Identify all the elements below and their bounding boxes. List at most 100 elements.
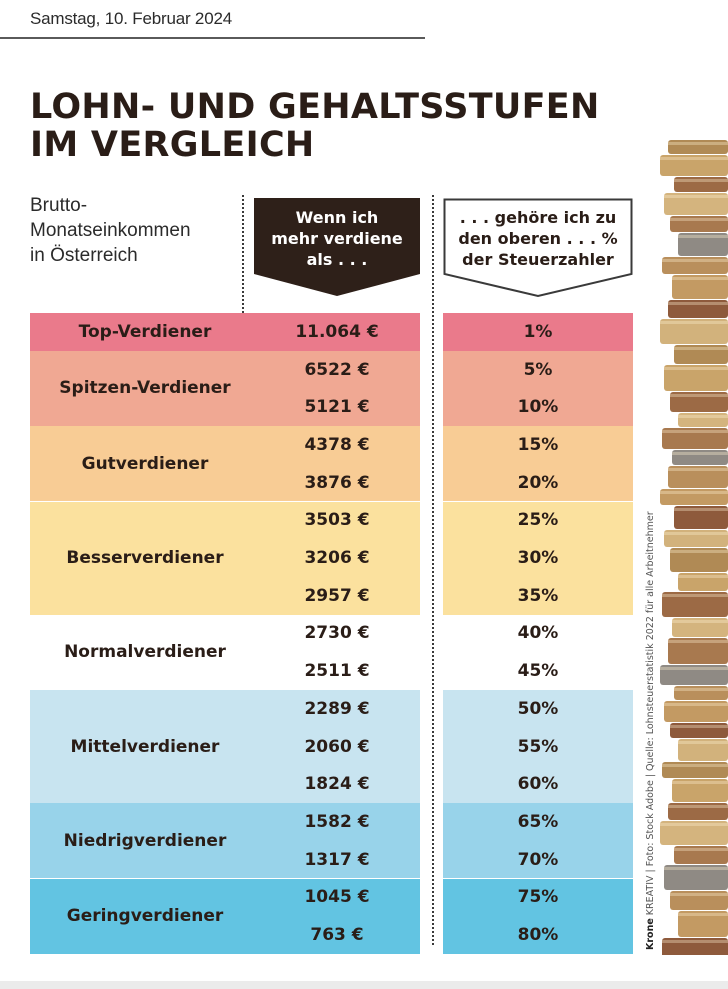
coin: [678, 573, 728, 591]
band-cat-top: [30, 313, 260, 351]
category-label: Mittelverdiener: [70, 736, 220, 757]
page-title: LOHN- UND GEHALTSSTUFEN IM VERGLEICH: [30, 88, 600, 164]
category-label: Normalverdiener: [64, 642, 226, 663]
band-pct-mittel: [443, 690, 633, 804]
coin: [664, 193, 728, 215]
percent-value: 25%: [517, 510, 559, 531]
income-value: 11.064 €: [295, 321, 379, 342]
income-value: 763 €: [310, 925, 364, 946]
coin-highlight: [678, 575, 728, 578]
coin-highlight: [674, 179, 728, 182]
coin-highlight: [670, 218, 728, 221]
percent-column: 1% 5% 10% 15% 20% 25% 30% 35% 40% 45% 50% 55% 60% 65%…: [443, 313, 633, 954]
band-pct-gering: [443, 878, 633, 954]
percent-value: 80%: [517, 925, 559, 946]
band-inc-spitzen: [254, 350, 420, 427]
coin: [664, 701, 728, 722]
coin-highlight: [670, 550, 728, 553]
coin-highlight: [664, 703, 728, 706]
income-header-text: Wenn ich mehr verdiene als . . .: [271, 208, 403, 269]
percent-value: 50%: [517, 698, 559, 719]
band-inc-besser: [254, 501, 420, 615]
coin: [678, 911, 728, 937]
coin-highlight: [670, 394, 728, 397]
category-label: Spitzen-Verdiener: [59, 378, 231, 399]
coin-highlight: [660, 321, 728, 324]
income-value: 6522 €: [304, 359, 370, 380]
coin: [672, 779, 728, 802]
percent-value: 70%: [517, 849, 559, 870]
percent-value: 10%: [517, 397, 559, 418]
income-value: 3876 €: [304, 472, 370, 493]
coin: [668, 466, 728, 488]
percent-value: 45%: [517, 661, 559, 682]
title-line-1: LOHN- UND GEHALTSSTUFEN: [30, 87, 600, 127]
coin: [674, 177, 728, 192]
band-pct-gut: [443, 426, 633, 502]
coin: [674, 846, 728, 864]
category-label: Besserverdiener: [66, 548, 224, 569]
coin-highlight: [672, 277, 728, 280]
income-header-arrow-shape: [254, 198, 420, 296]
coin: [668, 803, 728, 820]
coin: [664, 865, 728, 890]
coin: [674, 506, 728, 529]
coin-highlight: [662, 259, 728, 262]
coin: [674, 686, 728, 700]
income-value: 2957 €: [304, 585, 370, 606]
band-inc-gut: [254, 426, 420, 502]
dateline: Samstag, 10. Februar 2024: [30, 9, 232, 28]
coin: [668, 140, 728, 154]
coin-highlight: [668, 468, 728, 471]
percent-value: 1%: [523, 321, 553, 342]
coin: [660, 821, 728, 845]
income-value: 5121 €: [304, 397, 370, 418]
coin: [670, 392, 728, 412]
dotted-divider-2: [432, 195, 434, 945]
band-inc-top: [254, 313, 420, 351]
coin: [668, 638, 728, 664]
coin-highlight: [670, 893, 728, 896]
coin-highlight: [678, 415, 728, 418]
band-inc-mittel: [254, 690, 420, 804]
band-cat-normal: [30, 614, 260, 690]
percent-value: 30%: [517, 548, 559, 569]
category-label: Niedrigverdiener: [63, 830, 227, 851]
coin: [670, 548, 728, 572]
coin: [660, 665, 728, 685]
band-cat-gut: [30, 426, 260, 502]
income-value: 2060 €: [304, 736, 370, 757]
percent-value: 55%: [517, 736, 559, 757]
band-pct-top: [443, 313, 633, 351]
coin: [672, 275, 728, 299]
subtitle: Brutto- Monatseinkommen in Österreich: [30, 195, 191, 266]
coin-highlight: [662, 594, 728, 597]
coin-highlight: [668, 640, 728, 643]
coin: [672, 618, 728, 637]
coin: [660, 319, 728, 344]
band-inc-gering: [254, 878, 420, 954]
income-value: 2289 €: [304, 698, 370, 719]
income-value: 2730 €: [304, 623, 370, 644]
income-value: 2511 €: [304, 661, 370, 682]
income-value: 1317 €: [304, 849, 370, 870]
coin: [678, 233, 728, 256]
coin: [664, 365, 728, 391]
percent-value: 60%: [517, 774, 559, 795]
coin-highlight: [660, 157, 728, 160]
coin-highlight: [674, 508, 728, 511]
percent-value: 65%: [517, 811, 559, 832]
coin-highlight: [668, 142, 728, 145]
income-value: 1045 €: [304, 887, 370, 908]
coin-highlight: [660, 823, 728, 826]
band-cat-spitzen: [30, 350, 260, 427]
coin: [678, 413, 728, 427]
band-inc-normal: [254, 614, 420, 690]
income-value: 3206 €: [304, 548, 370, 569]
income-value: 1582 €: [304, 811, 370, 832]
coin-highlight: [674, 688, 728, 691]
coin-highlight: [662, 764, 728, 767]
coin: [662, 938, 728, 955]
band-pct-spitzen: [443, 350, 633, 427]
coin-highlight: [678, 913, 728, 916]
